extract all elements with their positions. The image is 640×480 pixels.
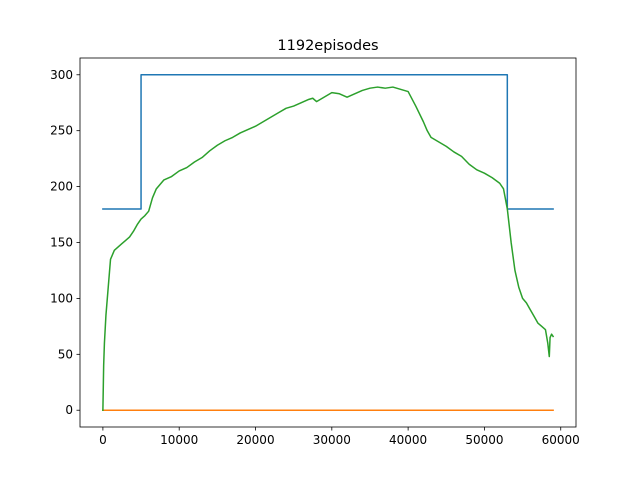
plot-area: 0 10000 20000 30000 40000 50000 60000 0 50 100 150… xyxy=(50,57,580,447)
y-tick-label: 250 xyxy=(50,124,73,138)
x-tick-label: 20000 xyxy=(236,433,274,447)
y-tick-label: 50 xyxy=(58,347,73,361)
x-tick-label: 30000 xyxy=(313,433,351,447)
x-tick-label: 60000 xyxy=(542,433,580,447)
y-tick-label: 0 xyxy=(65,403,73,417)
y-tick-label: 100 xyxy=(50,291,73,305)
series-line-1 xyxy=(102,74,554,210)
y-tick-label: 300 xyxy=(50,68,73,82)
x-tick-label: 50000 xyxy=(465,433,503,447)
series-line-3 xyxy=(102,86,555,411)
chart-title: 1192episodes xyxy=(277,38,378,54)
x-tick-label: 40000 xyxy=(389,433,427,447)
y-tick-label: 150 xyxy=(50,236,73,250)
x-tick-label: 0 xyxy=(99,433,107,447)
y-tick-label: 200 xyxy=(50,180,73,194)
x-tick-label: 10000 xyxy=(160,433,198,447)
